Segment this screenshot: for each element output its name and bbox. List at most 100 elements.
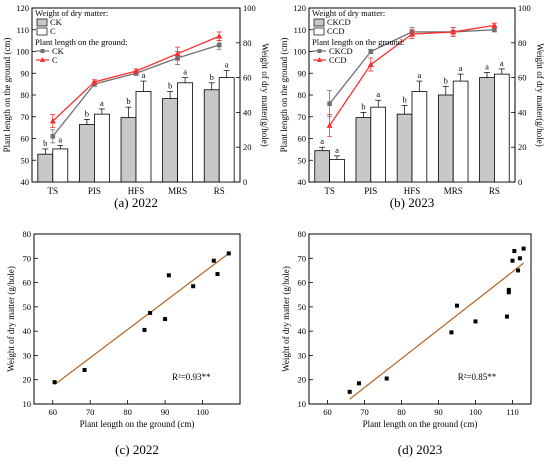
left-tick-label: 40 [298,177,307,187]
y-tick-label: 10 [298,399,307,409]
point-ccd-mrs [450,28,457,35]
legend-bar-label: CCD [327,26,344,36]
legend-line-marker [317,57,322,62]
bar-ckcd-pis [355,117,372,183]
right-tick-label: 0 [243,177,247,187]
scatter-point [516,268,521,273]
significance-label: a [100,98,104,108]
left-tick-label: 50 [298,155,307,165]
bar-c-pis [94,113,110,183]
bar-ccd-pis [370,106,387,183]
x-tick-label: 70 [86,407,95,417]
bar-c-mrs [177,82,193,183]
scatter-point [517,256,522,261]
y-tick-label: 20 [298,375,307,385]
significance-label: a [376,89,380,99]
x-tick-label: 100 [469,407,482,417]
y-axis-title: Weight of dry matter (g/hole) [6,266,16,372]
bar-ckcd-hfs [396,113,413,183]
category-label: TS [324,186,335,196]
significance-label: b [210,72,214,82]
right-tick-label: 20 [518,142,527,152]
right-tick-label: 60 [518,73,527,83]
significance-label: a [142,70,146,80]
y-tick-label: 10 [23,399,32,409]
legend-bar-label: C [50,26,56,36]
bar-ccd-hfs [411,91,428,183]
right-tick-label: 80 [518,38,527,48]
point-c-ts [49,117,56,124]
scatter-point [384,376,389,381]
legend-bar-title: Weight of dry matter: [312,8,385,18]
scatter-point [455,303,459,308]
point-ccd-pis [367,61,374,67]
scatter-point [506,287,511,292]
scatter-point [512,249,517,253]
legend-bar-label: CK [50,17,63,27]
bar-ck-rs [203,89,220,183]
x-tick-label: 60 [323,407,332,417]
scatter-point [215,272,220,277]
significance-label: b [43,138,47,148]
panel-caption: (d) 2023 [398,442,442,457]
right-tick-label: 100 [243,3,256,13]
y-tick-label: 30 [298,350,307,360]
right-tick-label: 40 [518,107,527,117]
left-tick-label: 80 [298,90,307,100]
scatter-point [166,273,171,278]
category-label: PIS [364,186,377,196]
significance-label: a [500,58,504,68]
left-axis-title: Plant length on the ground (cm) [279,38,289,153]
bar-ckcd-ts [314,150,331,183]
category-label: MRS [444,186,463,196]
scatter-point [449,330,454,335]
plot-frame [33,233,241,405]
y-tick-label: 80 [298,229,307,239]
legend-line-label: CK [52,46,65,56]
scatter-point [191,284,196,289]
legend-bar-swatch [313,18,325,27]
scatter-point [211,258,216,263]
point-c-pis [91,78,98,85]
bar-ck-hfs [120,117,137,183]
y-tick-label: 20 [23,375,32,385]
left-tick-label: 80 [21,90,30,100]
bar-c-rs [218,77,235,183]
scatter-point [510,258,515,263]
bar-ck-pis [79,124,95,183]
scatter-point [142,327,147,332]
left-tick-label: 40 [21,177,30,187]
scatter-point [504,314,509,319]
significance-label: b [402,94,406,104]
left-tick-label: 90 [21,68,30,78]
bar-ccd-ts [329,158,345,183]
category-label: RS [214,186,225,196]
right-tick-label: 100 [518,3,531,13]
bar-ck-mrs [162,98,178,183]
right-axis-title: Weight of dry matter(g/hole) [535,43,545,147]
left-tick-label: 110 [294,25,306,35]
y-tick-label: 80 [23,229,32,239]
significance-label: a [335,145,339,155]
chart-panel-3: 60 70 80 90 100 10 20 30 40 50 60 70 80 R²=0.93** Plan… [6,229,241,457]
category-label: HFS [404,186,421,196]
point-ckcd-ts [327,101,332,106]
x-axis-title: Plant length on the ground (cm) [80,419,195,429]
left-axis-title: Plant length on the ground (cm) [2,38,12,153]
y-tick-label: 60 [23,278,32,288]
left-tick-label: 120 [293,3,306,13]
scatter-point [506,290,511,295]
x-tick-label: 80 [123,407,132,417]
legend-line-label: CCD [329,55,346,65]
left-tick-label: 70 [298,112,307,122]
chart-panel-4: 60 70 80 90 100 110 10 20 30 40 50 60 70 80 R²=0.85** P… [281,229,532,457]
y-tick-label: 70 [298,253,307,263]
significance-label: b [361,101,365,111]
bar-ckcd-mrs [437,94,454,183]
legend-line-marker [317,49,322,53]
left-tick-label: 110 [17,25,29,35]
scatter-point [52,380,57,385]
left-tick-label: 60 [298,134,307,144]
scatter-point [82,368,87,372]
